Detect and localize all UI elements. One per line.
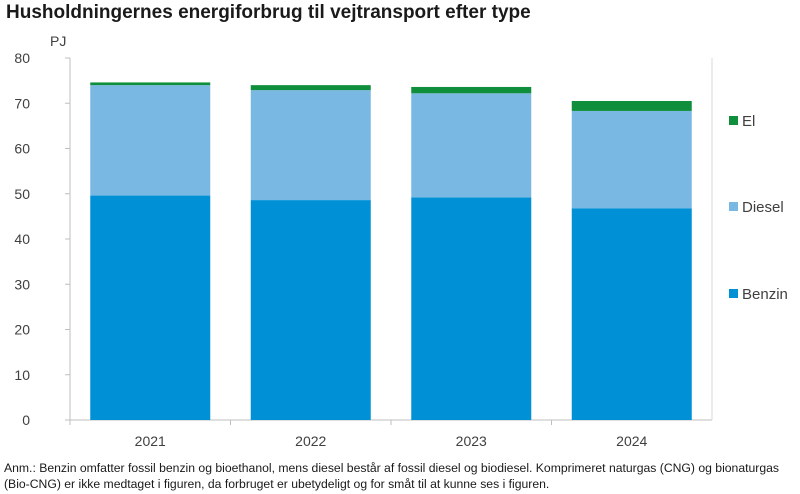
legend-swatch-el <box>729 116 738 125</box>
y-tick-label: 10 <box>14 367 30 383</box>
bar-benzin-2022 <box>250 200 371 420</box>
y-tick-label: 70 <box>14 95 30 111</box>
bar-el-2024 <box>571 100 692 111</box>
chart-legend: El Diesel Benzin <box>729 113 788 303</box>
y-tick-label: 80 <box>14 50 30 66</box>
x-tick-label: 2022 <box>295 433 326 449</box>
legend-swatch-benzin <box>729 289 738 298</box>
legend-label-benzin: Benzin <box>742 286 788 303</box>
y-axis-unit-label: PJ <box>50 33 66 49</box>
chart-footnote: Anm.: Benzin omfatter fossil benzin og b… <box>4 461 779 491</box>
bar-diesel-2021 <box>90 85 211 196</box>
chart-title: Husholdningernes energiforbrug til vejtr… <box>6 2 531 23</box>
bar-el-2023 <box>411 86 532 94</box>
x-tick-label: 2021 <box>135 433 166 449</box>
x-axis-labels: 2021 2022 2023 2024 <box>69 420 648 449</box>
y-tick-label: 40 <box>14 231 30 247</box>
y-tick-label: 50 <box>14 186 30 202</box>
bar-benzin-2023 <box>411 197 532 420</box>
stacked-bar-chart: 0 10 20 30 40 50 60 70 80 2021 2022 2023 2024 El Die… <box>14 33 788 449</box>
chart-bars <box>90 82 692 420</box>
x-tick-label: 2023 <box>456 433 487 449</box>
bar-diesel-2022 <box>250 90 371 201</box>
y-tick-label: 30 <box>14 276 30 292</box>
legend-swatch-diesel <box>729 202 738 211</box>
bar-diesel-2023 <box>411 93 532 198</box>
bar-benzin-2024 <box>571 208 692 420</box>
y-tick-label: 60 <box>14 141 30 157</box>
bar-diesel-2024 <box>571 110 692 209</box>
legend-label-el: El <box>742 113 755 130</box>
bar-el-2021 <box>90 82 211 86</box>
legend-label-diesel: Diesel <box>742 199 784 216</box>
bar-el-2022 <box>250 85 371 91</box>
bar-benzin-2021 <box>90 195 211 420</box>
x-tick-label: 2024 <box>616 433 647 449</box>
y-tick-label: 0 <box>22 412 30 428</box>
y-tick-label: 20 <box>14 322 30 338</box>
